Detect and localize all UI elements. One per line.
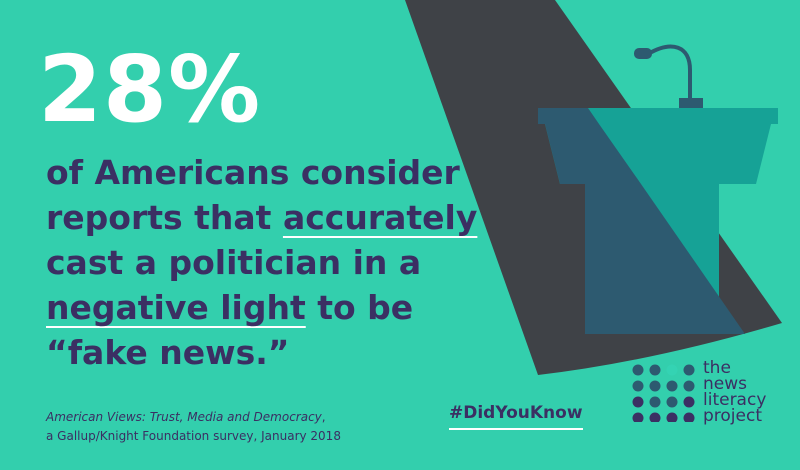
source-line-2: a Gallup/Knight Foundation survey, Janua…	[46, 429, 341, 443]
logo-line-1: the	[703, 358, 731, 378]
statement-line-5: “fake news.”	[46, 333, 290, 372]
source-citation: American Views: Trust, Media and Democra…	[46, 408, 341, 446]
statement-line-4-end: to be	[305, 288, 414, 327]
statement-line-2-start: reports that	[46, 198, 283, 237]
statement-line-2: reports that accurately	[46, 195, 477, 240]
statement-line-4: negative light to be	[46, 285, 466, 330]
source-line-1: American Views: Trust, Media and Democra…	[46, 408, 341, 427]
statement-text: of Americans consider reports that accur…	[46, 150, 477, 375]
source-title-comma: ,	[321, 410, 326, 424]
logo-line-4: project	[703, 406, 763, 426]
underlined-negative-light: negative light	[46, 288, 306, 327]
headline-stat: 28%	[38, 36, 262, 143]
logo-line-2: news	[703, 374, 747, 394]
hashtag[interactable]: #DidYouKnow	[449, 403, 583, 430]
statement-line-3: cast a politician in a	[46, 243, 422, 282]
logo-wordmark: the news literacy project	[703, 358, 767, 426]
underlined-accurately: accurately	[282, 198, 478, 237]
logo-line-3: literacy	[703, 390, 767, 410]
podium-icon	[538, 108, 778, 334]
logo-dot-grid	[632, 364, 695, 422]
source-title: American Views: Trust, Media and Democra…	[46, 410, 322, 424]
statement-line-1: of Americans consider	[46, 153, 460, 192]
microphone-icon	[634, 44, 703, 110]
